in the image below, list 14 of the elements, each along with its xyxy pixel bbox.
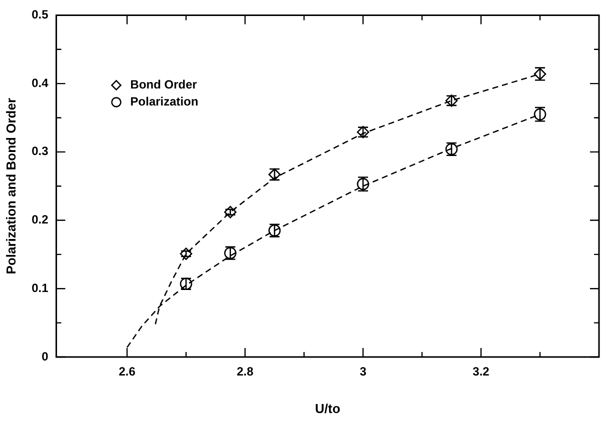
x-axis-title: U/to [315,400,340,416]
y-tick-label: 0.2 [32,212,49,227]
y-axis-title: Polarization and Bond Order [3,98,18,274]
x-tick-label: 3 [360,364,367,379]
legend-label: Polarization [130,94,198,109]
y-tick-label: 0 [42,349,49,364]
y-tick-label: 0.1 [32,280,49,295]
y-tick-label: 0.4 [32,76,49,90]
y-tick-label: 0.3 [32,144,49,158]
x-tick-label: 2.6 [118,364,136,379]
x-tick-label: 3.2 [472,364,490,379]
legend-label: Bond Order [130,78,198,92]
x-tick-label: 2.8 [236,364,254,379]
y-tick-label: 0.5 [32,8,49,22]
